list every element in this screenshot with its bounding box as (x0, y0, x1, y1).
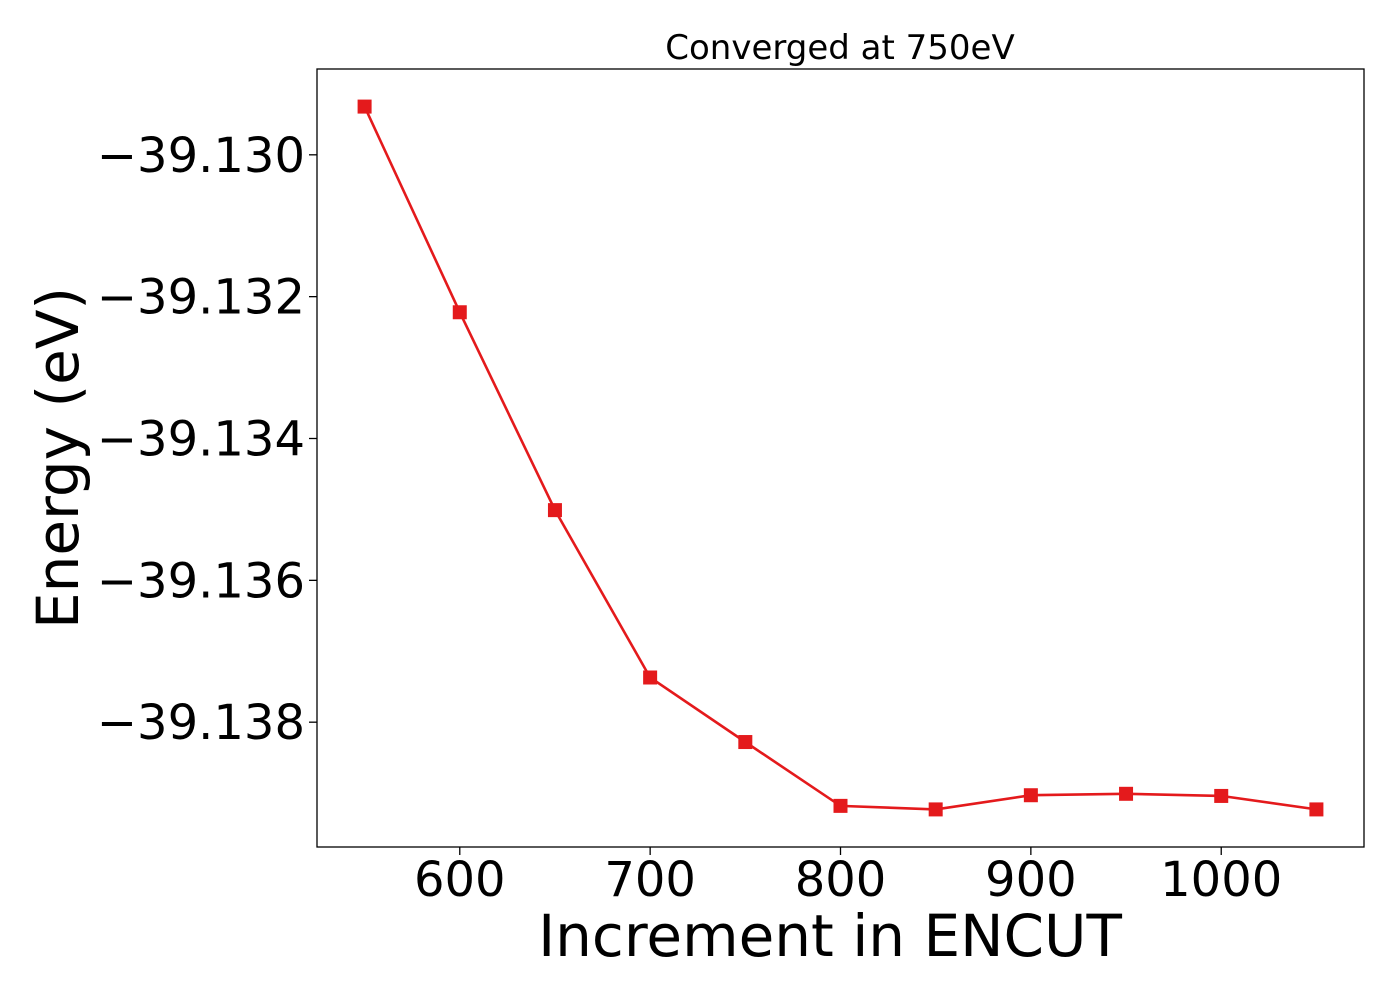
y-tick-label: −39.132 (97, 270, 305, 326)
x-axis-title: Increment in ENCUT (538, 902, 1122, 970)
y-tick-label: −39.130 (97, 128, 305, 184)
x-tick-label: 700 (604, 852, 696, 908)
y-tick-label: −39.134 (97, 411, 305, 467)
x-tick-label: 900 (985, 852, 1077, 908)
data-point-marker (1023, 788, 1038, 803)
plot-area: 600 700 800 900 1000 −39.130 −39.132 −39.134 −39… (97, 68, 1365, 908)
plot-frame (316, 68, 1365, 848)
data-point-marker (452, 305, 467, 320)
data-point-marker (1214, 788, 1229, 803)
data-point-marker (928, 802, 943, 817)
data-point-marker (738, 735, 753, 750)
y-axis-title: Energy (eV) (24, 287, 92, 629)
data-point-marker (1119, 786, 1134, 801)
y-tick-label: −39.138 (97, 695, 305, 751)
y-tick-label: −39.136 (97, 553, 305, 609)
series-line (363, 106, 1317, 811)
data-point-marker (833, 798, 848, 813)
chart-title: Converged at 750eV (665, 28, 1014, 68)
x-tick-label: 800 (795, 852, 887, 908)
data-point-marker (357, 99, 372, 114)
data-point-marker (643, 670, 658, 685)
x-tick-label: 600 (414, 852, 506, 908)
x-tick-label: 1000 (1160, 852, 1282, 908)
data-point-marker (547, 503, 562, 518)
data-point-marker (1309, 802, 1324, 817)
